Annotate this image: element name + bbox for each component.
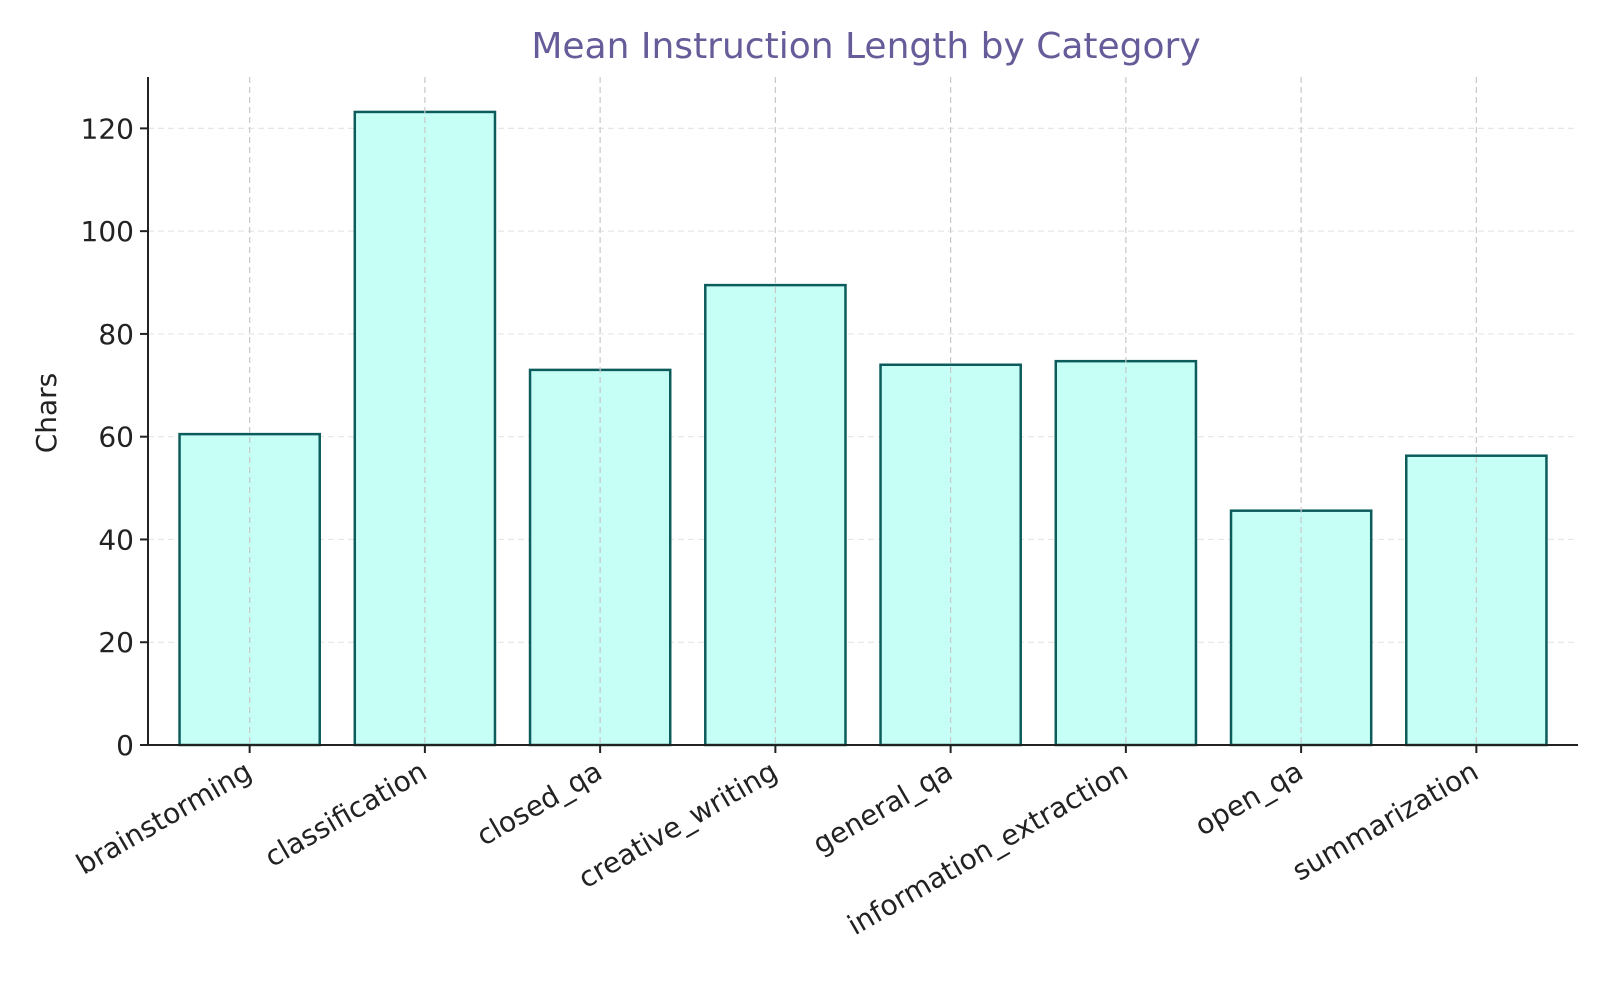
x-tick-label: closed_qa (471, 754, 608, 852)
x-ticks: brainstorming classification closed_qacrea… (71, 745, 1484, 942)
y-ticks: 0 20 40 60 80 100 120 (81, 112, 148, 762)
y-tick-label: 100 (81, 215, 134, 248)
y-tick-label: 80 (98, 318, 134, 351)
x-tick-label: general_qa (807, 754, 958, 860)
x-tick-label: brainstorming (71, 754, 257, 881)
x-tick-label: open_qa (1189, 754, 1308, 842)
x-tick-label: summarization (1287, 754, 1484, 887)
bars (178, 110, 1548, 747)
x-tick-label: classification (259, 754, 432, 873)
x-tick-label: creative_writing (573, 754, 783, 894)
y-tick-label: 40 (98, 523, 134, 556)
y-axis-title: Chars (30, 373, 63, 454)
chart-title: Mean Instruction Length by Category (531, 26, 1200, 67)
bar-creative_writing (704, 283, 847, 747)
axes (147, 77, 1578, 746)
y-tick-label: 60 (98, 421, 134, 454)
vertical-grid (249, 77, 1477, 745)
x-tick-label: information_extraction (842, 754, 1134, 941)
y-tick-label: 20 (98, 626, 134, 659)
y-tick-label: 0 (116, 729, 134, 762)
y-tick-label: 120 (81, 112, 134, 145)
